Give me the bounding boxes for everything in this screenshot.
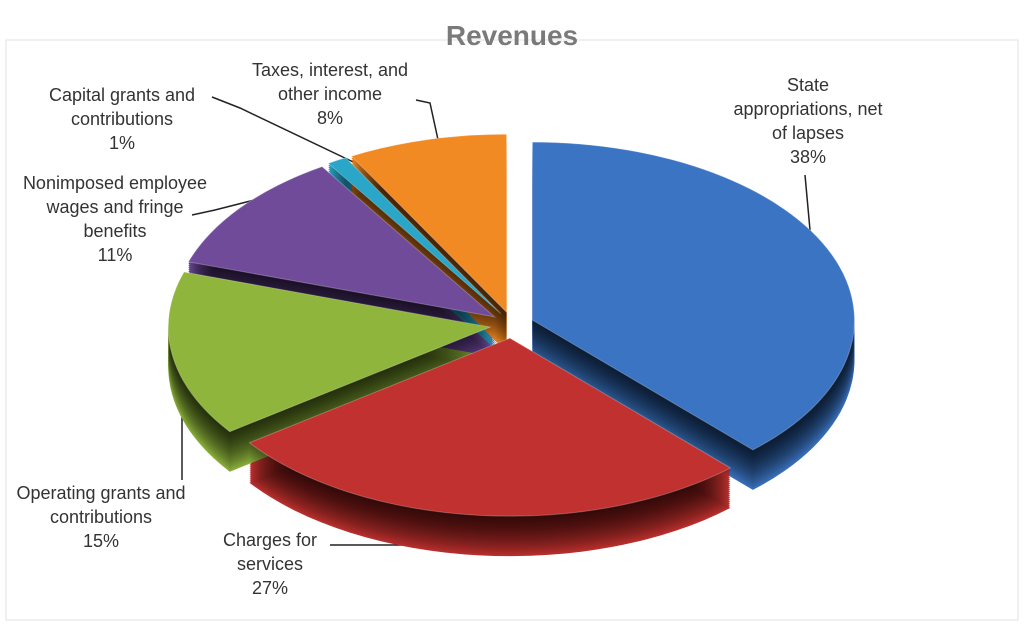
slice-label: State appropriations, net of lapses 38% (728, 73, 888, 169)
slice-category: Nonimposed employee wages and fringe ben… (22, 173, 208, 241)
slice-percent: 27% (251, 578, 289, 598)
slice (187, 166, 497, 318)
slice-category: Taxes, interest, and other income (251, 60, 409, 104)
slice (350, 133, 508, 314)
slice-percent: 11% (97, 245, 133, 265)
slice (248, 337, 732, 517)
slice (327, 157, 502, 315)
slice-percent: 8% (316, 108, 343, 128)
slice-label: Operating grants and contributions 15% (8, 481, 194, 553)
slice-category: Capital grants and contributions (48, 85, 196, 129)
slice-percent: 1% (108, 133, 135, 153)
slice (167, 271, 493, 433)
slice-category: State appropriations, net of lapses (733, 75, 883, 143)
slice-category: Charges for services (222, 530, 318, 574)
slice-category: Operating grants and contributions (16, 483, 186, 527)
slice-percent: 15% (82, 531, 120, 551)
slice-side-dark (328, 167, 501, 324)
slice-percent: 38% (789, 147, 827, 167)
slice-label: Charges for services 27% (200, 528, 340, 600)
chart-border (5, 39, 1019, 621)
slice-label: Capital grants and contributions 1% (20, 83, 224, 155)
leader-line (211, 96, 371, 171)
slice (531, 141, 855, 451)
chart-title: Revenues (445, 20, 579, 51)
slice-label: Taxes, interest, and other income 8% (240, 58, 420, 130)
slice-side-dark (328, 163, 501, 320)
slice-label: Nonimposed employee wages and fringe ben… (20, 171, 210, 267)
slice-side-dark (328, 165, 501, 322)
